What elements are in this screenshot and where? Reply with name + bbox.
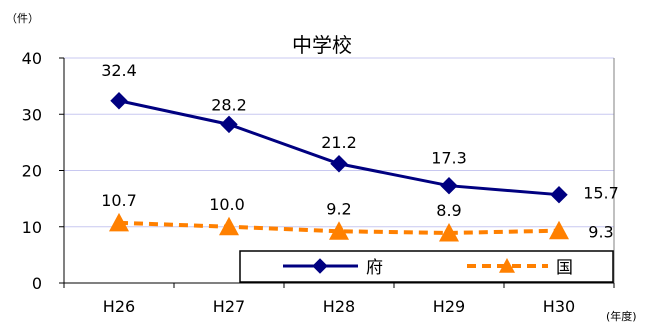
y-tick-labels: 0 10 20 30 40 [22, 49, 42, 293]
data-label-fu: 28.2 [211, 95, 247, 114]
y-tick-label: 0 [32, 274, 42, 293]
y-unit-label: （件） [6, 12, 39, 25]
data-label-koku: 9.2 [326, 199, 351, 218]
data-label-koku: 9.3 [588, 223, 613, 242]
series-fu-point [110, 92, 128, 110]
legend-fu-label: 府 [366, 258, 383, 278]
series-fu-point [330, 155, 348, 173]
chart-title: 中学校 [292, 33, 352, 57]
data-label-fu: 32.4 [101, 61, 137, 80]
x-tick-label: H27 [213, 297, 245, 316]
data-label-fu: 21.2 [321, 133, 357, 152]
axes [59, 57, 615, 288]
data-labels: 32.4 28.2 21.2 17.3 15.7 10.7 10.0 9.2 8.9 9.3 [101, 61, 619, 242]
data-label-koku: 10.7 [101, 191, 137, 210]
series-koku-point [109, 212, 129, 232]
x-tick-labels: H26 H27 H28 H29 H30 [103, 297, 575, 316]
y-tick-label: 40 [22, 49, 42, 68]
data-label-koku: 8.9 [436, 201, 461, 220]
y-tick-label: 20 [22, 162, 42, 181]
series-fu-point [220, 115, 238, 134]
legend-fu-marker [312, 258, 328, 274]
series-koku-line [118, 220, 560, 235]
x-tick-label: H30 [543, 297, 575, 316]
x-tick-label: H26 [103, 297, 135, 316]
y-tick-label: 10 [22, 218, 42, 237]
legend-koku-label: 国 [556, 258, 573, 278]
legend-koku-marker [499, 258, 515, 273]
x-unit-label: (年度) [606, 309, 637, 323]
y-tick-label: 30 [22, 105, 42, 124]
series-koku-point [439, 222, 459, 242]
data-label-fu: 17.3 [431, 149, 467, 168]
x-tick-label: H28 [323, 297, 355, 316]
series-fu-point [440, 176, 458, 195]
series-koku-point [549, 220, 569, 240]
data-label-koku: 10.0 [209, 195, 245, 214]
series-fu-point [550, 185, 568, 204]
series-koku-point [219, 216, 239, 236]
x-tick-label: H29 [433, 297, 465, 316]
legend: 府国 [239, 250, 614, 283]
data-label-fu: 15.7 [583, 184, 619, 203]
series-koku-point [329, 221, 349, 240]
series-layer [109, 92, 569, 242]
